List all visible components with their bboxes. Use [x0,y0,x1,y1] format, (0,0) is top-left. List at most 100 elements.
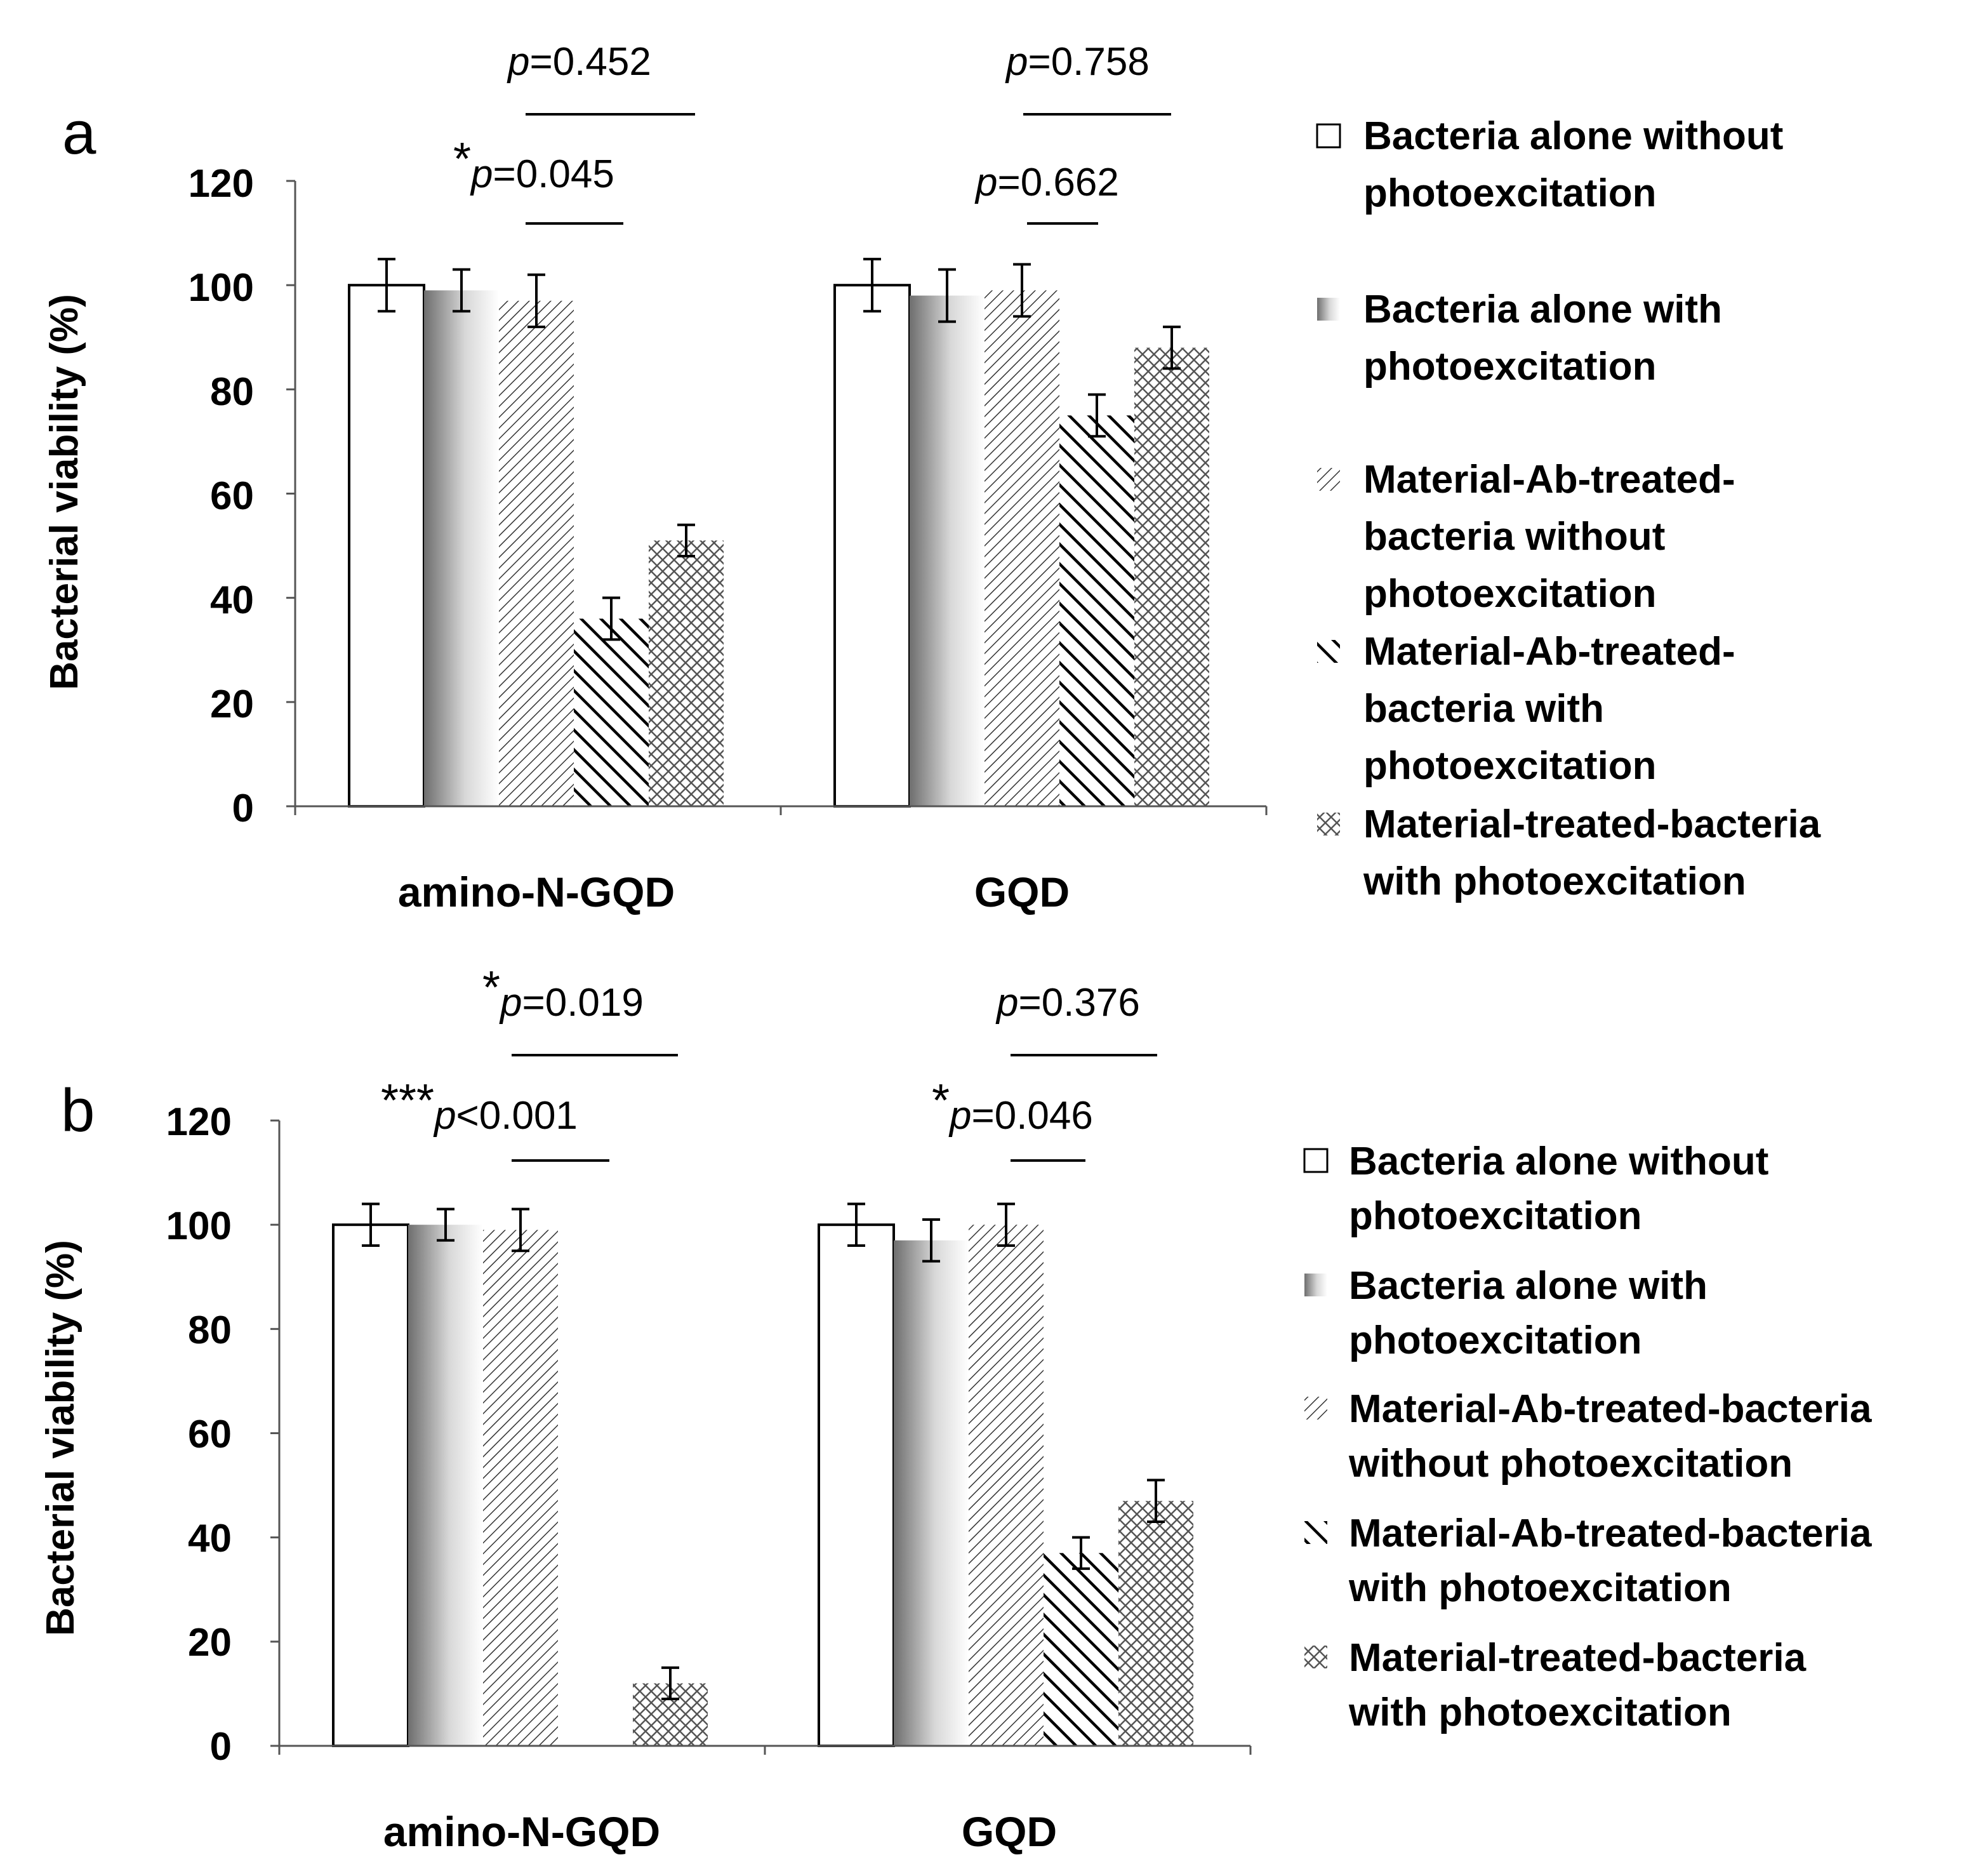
legend-label: Material-Ab-treated- bacteria with photo… [1363,630,1746,788]
error-bar [1147,1479,1165,1524]
y-tick-label: 60 [188,1413,232,1456]
p-value-label: p=0.452 [507,40,651,84]
error-bar [437,1207,454,1242]
p-value-label: *p=0.019 [482,962,644,1025]
p-symbol: p [507,40,529,84]
panel-b-legend: Bacteria alone without photoexcitation B… [1303,1140,1883,1734]
legend-line: Material-treated-bacteria [1349,1636,1807,1680]
legend-line: with photoexcitation [1348,1566,1732,1610]
error-bar [1088,393,1106,438]
panel-a-category-gqd: GQD [974,868,1070,915]
p-value-label: p=0.758 [1005,40,1150,84]
error-bar [453,268,470,313]
panel-a-bars [348,258,1209,808]
panel-b-significance: *p=0.019 ***p<0.001 p=0.376 *p=0.046 [381,962,1157,1162]
bar-bacteria-alone-light [894,1240,969,1746]
legend-label: Material-Ab-treated-bacteria without pho… [1348,1387,1883,1486]
legend-line: Material-Ab-treated-bacteria [1349,1387,1872,1431]
crosshatch-icon [1317,813,1340,835]
legend-line: bacteria with [1363,687,1604,731]
p-value: <0.001 [456,1094,578,1138]
bar-material-treated-light [1134,347,1209,806]
bar-ab-treated-light [574,618,649,806]
error-bar [512,1207,529,1253]
legend-line: without photoexcitation [1348,1442,1793,1486]
error-bar [527,273,545,328]
p-value: =0.045 [493,152,614,196]
y-tick-label: 0 [210,1725,232,1769]
p-value: =0.376 [1018,981,1139,1025]
bar-bacteria-alone-light [910,295,985,806]
legend-label: Material-Ab-treated- bacteria without ph… [1363,458,1746,616]
legend-label: Bacteria alone with photoexcitation [1349,1264,1718,1362]
white-square-icon [1303,1148,1329,1173]
significance-stars: * [453,134,471,185]
legend-label: Bacteria alone with photoexcitation [1363,288,1733,389]
p-value: =0.019 [522,981,644,1025]
bar-ab-treated-light [1044,1553,1118,1746]
legend-line: Bacteria alone without [1349,1140,1768,1183]
p-symbol: p [1005,40,1028,84]
error-bar [378,258,395,313]
panel-b-axes [270,1119,1252,1755]
y-tick-label: 40 [210,578,254,622]
panel-b: b Bacterial viability (%) 0 20 40 60 80 … [39,962,1883,1855]
p-symbol: p [499,981,522,1025]
p-value: =0.452 [529,40,651,84]
panel-b-category-gqd: GQD [962,1808,1057,1855]
legend-line: bacteria without [1363,515,1665,559]
legend-line: with photoexcitation [1363,860,1746,903]
p-value: =0.046 [972,1094,1093,1138]
legend-label: Material-treated-bacteria with photoexci… [1363,802,1831,903]
y-tick-label: 100 [166,1204,232,1248]
bar-ab-treated-dark [499,300,574,807]
significance-stars: *** [381,1075,434,1126]
bar-bacteria-alone-light [408,1225,483,1746]
error-bar [1072,1536,1090,1570]
legend-line: Material-Ab-treated- [1363,630,1735,674]
bar-ab-treated-dark [985,290,1059,806]
bar-ab-treated-dark [969,1225,1044,1746]
panel-a-y-ticks: 0 20 40 60 80 100 120 [189,162,254,830]
bar-ab-treated-light [1059,415,1134,806]
white-square-icon [1316,123,1341,149]
legend-line: photoexcitation [1363,171,1657,215]
panel-a-significance: p=0.452 *p=0.045 p=0.758 p=0.662 [453,40,1171,225]
error-bar [997,1202,1015,1247]
error-bar [938,268,956,323]
y-tick-label: 100 [189,266,254,310]
legend-line: with photoexcitation [1348,1691,1732,1734]
legend-line: photoexcitation [1349,1319,1642,1362]
p-symbol: p [995,981,1018,1025]
panel-a-letter: a [62,99,96,167]
y-tick-label: 20 [210,682,254,726]
panel-b-letter: b [61,1077,95,1145]
panel-a-category-amino-n-gqd: amino-N-GQD [398,868,675,915]
bar-bacteria-alone-dark [332,1223,409,1747]
y-tick-label: 0 [232,787,254,830]
y-tick-label: 80 [210,370,254,414]
y-tick-label: 120 [189,162,254,206]
bar-material-treated-light [1118,1501,1193,1746]
y-tick-label: 60 [210,474,254,518]
fine-diagonal-hatch-icon [1317,468,1340,491]
error-bar [602,596,620,641]
bar-bacteria-alone-dark [833,284,911,808]
crosshatch-icon [1304,1646,1327,1668]
p-value: =0.758 [1028,40,1149,84]
significance-stars: * [482,962,500,1013]
legend-line: Bacteria alone without [1363,114,1783,158]
bar-material-treated-light [649,540,724,806]
legend-line: photoexcitation [1349,1194,1642,1238]
p-value-label: *p=0.046 [932,1075,1093,1138]
legend-line: Bacteria alone with [1363,288,1722,331]
p-symbol: p [433,1094,456,1138]
bar-bacteria-alone-light [424,290,499,806]
legend-label: Bacteria alone without photoexcitation [1363,114,1794,215]
error-bar [1163,325,1181,370]
y-tick-label: 20 [188,1621,232,1665]
bar-bacteria-alone-dark [348,284,425,808]
panel-b-y-ticks: 0 20 40 60 80 100 120 [166,1100,232,1769]
error-bar [661,1666,679,1701]
